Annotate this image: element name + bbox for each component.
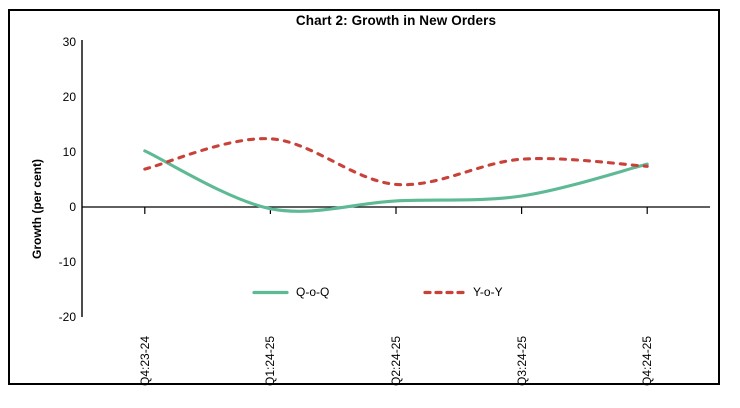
series-line-yoy bbox=[143, 137, 649, 187]
legend-label-yoy: Y-o-Y bbox=[473, 285, 503, 299]
legend-swatch-qoq bbox=[252, 290, 289, 294]
chart-title: Chart 2: Growth in New Orders bbox=[295, 13, 497, 28]
y-axis-tick-label: 0 bbox=[69, 199, 76, 214]
legend-label-qoq: Q-o-Q bbox=[296, 285, 330, 299]
x-axis-tick-label: Q1:24-25 bbox=[263, 335, 278, 386]
x-axis-tick-label: Q4:24-25 bbox=[640, 335, 655, 386]
y-axis-tick-label: 30 bbox=[62, 34, 76, 49]
series-lines bbox=[143, 137, 649, 213]
legend-item-yoy: Y-o-Y bbox=[423, 285, 503, 299]
y-axis-tick-label: 20 bbox=[62, 89, 76, 104]
x-axis-tick-label: Q3:24-25 bbox=[514, 335, 529, 386]
axes bbox=[81, 40, 710, 317]
y-axis-tick-label: -10 bbox=[58, 254, 76, 269]
figure-border bbox=[8, 9, 720, 385]
series-line-qoq bbox=[143, 149, 649, 213]
legend-item-qoq: Q-o-Q bbox=[252, 285, 329, 299]
y-axis-tick-label: -20 bbox=[58, 309, 76, 324]
legend-swatch-yoy bbox=[423, 290, 466, 294]
y-axis-tick-label: 10 bbox=[62, 144, 76, 159]
x-axis-tick-label: Q2:24-25 bbox=[389, 335, 403, 386]
x-axis-tick-label: Q4:23-24 bbox=[137, 335, 152, 386]
